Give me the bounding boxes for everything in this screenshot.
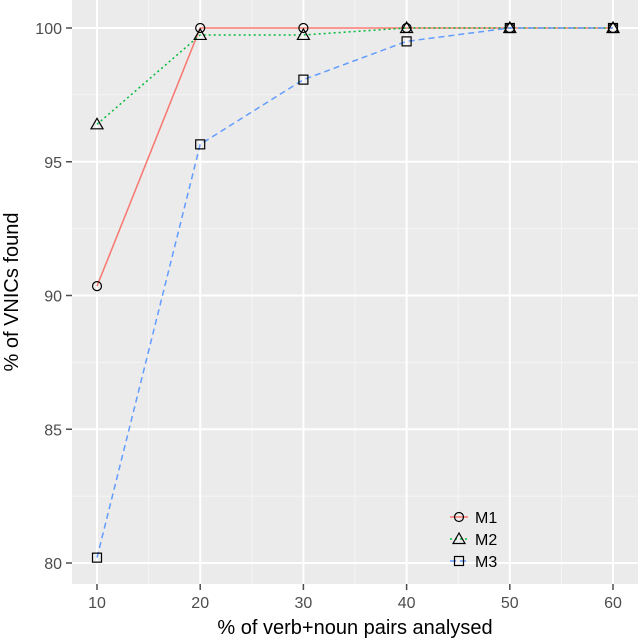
data-series [89,20,621,563]
y-tick-label: 80 [44,556,62,573]
legend-item-m1: M1 [450,510,497,527]
circle-marker [298,22,309,34]
square-marker [195,139,206,150]
x-axis-title: % of verb+noun pairs analysed [217,617,492,639]
markers-m3 [91,22,619,563]
series-line [96,27,613,287]
circle-marker [195,22,206,34]
square-marker [504,22,515,34]
legend-label: M1 [475,510,497,527]
series-line [96,27,613,558]
triangle-marker [296,27,311,41]
legend: M1 M2 M3 [450,510,497,571]
y-tick-label: 85 [44,422,62,439]
circle-marker [91,281,103,292]
square-marker [91,552,103,563]
legend-item-m2: M2 [450,531,497,549]
series-m3 [96,27,613,558]
triangle-marker [399,20,414,34]
triangle-marker [89,117,105,130]
y-axis-title: % of VNICs found [1,213,23,372]
square-marker [607,22,619,34]
x-tick-label: 50 [501,595,519,612]
series-m2 [96,27,613,125]
legend-label: M3 [475,554,497,571]
series-m1 [96,27,613,287]
x-tick-label: 30 [295,595,313,612]
legend-label: M2 [475,532,497,549]
y-tick-label: 90 [44,289,62,306]
triangle-marker [451,531,467,545]
circle-marker [453,511,465,523]
series-line [96,27,613,125]
square-marker [401,36,412,47]
square-marker [453,555,465,567]
minor-gridlines [72,0,638,584]
y-axis: 80 85 90 95 100 [35,21,72,573]
y-tick-label: 100 [35,21,62,38]
legend-item-m3: M3 [450,554,497,571]
x-tick-label: 40 [398,595,416,612]
x-tick-label: 10 [88,595,106,612]
x-axis: 10 20 30 40 50 60 [88,584,622,612]
square-marker [298,74,309,85]
x-tick-label: 20 [191,595,209,612]
y-tick-label: 95 [44,155,62,172]
triangle-marker [193,27,208,41]
x-tick-label: 60 [604,595,622,612]
